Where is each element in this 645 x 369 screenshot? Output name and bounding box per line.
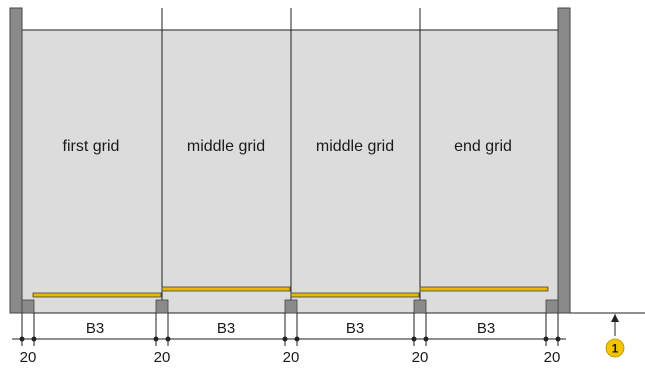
grid-label-middle-2: middle grid (316, 138, 394, 155)
dim-label-b3-3: B3 (346, 320, 364, 337)
right-wall (557, 7, 571, 314)
dim-label-20-3: 20 (283, 349, 300, 366)
dim-label-20-5: 20 (544, 349, 561, 366)
left-wall (9, 7, 23, 314)
dim-dot (19, 336, 25, 342)
marker-number: 1 (612, 342, 619, 356)
dim-label-20-4: 20 (412, 349, 429, 366)
grid-label-middle-1: middle grid (187, 138, 265, 155)
dim-dot (165, 336, 171, 342)
strip-middle-grid-2 (290, 292, 420, 298)
post-5 (545, 299, 559, 314)
dim-dot (282, 336, 288, 342)
marker-circle (605, 338, 625, 358)
level-arrow-head-icon (611, 314, 619, 322)
post-3 (284, 299, 298, 314)
dim-label-b3-1: B3 (86, 320, 104, 337)
post-2 (155, 299, 169, 314)
dim-dot (31, 336, 37, 342)
dim-dot (153, 336, 159, 342)
strip-end-grid (419, 286, 549, 292)
post-1 (21, 299, 35, 314)
dim-dot (543, 336, 549, 342)
grid-panel (22, 30, 558, 313)
dim-label-20-1: 20 (20, 349, 37, 366)
strip-first-grid (32, 292, 162, 298)
dim-label-20-2: 20 (154, 349, 171, 366)
dim-dot (294, 336, 300, 342)
post-4 (413, 299, 427, 314)
strip-middle-grid-1 (161, 286, 291, 292)
dim-label-b3-2: B3 (217, 320, 235, 337)
dim-dot (411, 336, 417, 342)
dim-dot (423, 336, 429, 342)
dim-label-b3-4: B3 (477, 320, 495, 337)
grid-label-first: first grid (63, 138, 120, 155)
grid-label-end: end grid (454, 138, 512, 155)
dim-dot (555, 336, 561, 342)
